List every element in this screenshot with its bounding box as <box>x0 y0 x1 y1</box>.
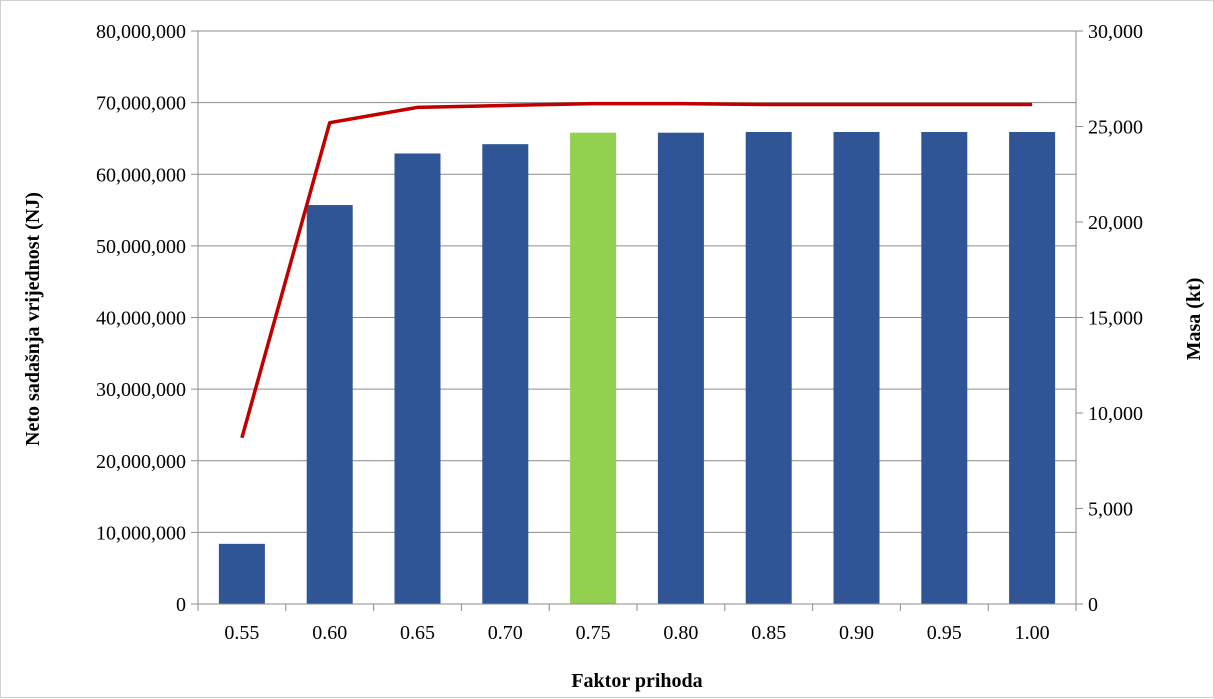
x-tick-label: 0.95 <box>927 622 962 644</box>
bar <box>219 544 265 604</box>
x-tick-label: 0.55 <box>224 622 259 644</box>
bar <box>921 132 967 604</box>
y2-tick-label: 20,000 <box>1088 212 1143 234</box>
y2-tick-label: 15,000 <box>1088 308 1143 330</box>
x-axis-ticks: 0.55 0.60 0.65 0.70 0.75 0.80 0.85 0.90 0.95 1.00 <box>224 622 1049 644</box>
x-tick-label: 0.60 <box>312 622 347 644</box>
y-tick-label: 50,000,000 <box>96 236 186 258</box>
bar <box>482 144 528 604</box>
line-path <box>242 104 1032 438</box>
bar <box>395 153 441 604</box>
x-tick-label: 0.80 <box>663 622 698 644</box>
y2-tick-label: 25,000 <box>1088 117 1143 139</box>
y-axis-title: Neto sadašnja vrijednost (NJ) <box>22 192 44 446</box>
y-tick-label: 70,000,000 <box>96 93 186 115</box>
bar <box>570 133 616 604</box>
y-tick-label: 30,000,000 <box>96 379 186 401</box>
line-series <box>242 103 1032 437</box>
y-tick-label: 10,000,000 <box>96 522 186 544</box>
x-tick-label: 0.70 <box>488 622 523 644</box>
x-tick-label: 0.65 <box>400 622 435 644</box>
bar <box>658 133 704 604</box>
x-tick-label: 0.85 <box>751 622 786 644</box>
y-tick-label: 0 <box>176 594 186 616</box>
x-tick-label: 0.75 <box>576 622 611 644</box>
bar-series <box>219 132 1055 604</box>
bar <box>307 205 353 604</box>
right-axis-ticks: 0 5,000 10,000 15,000 20,000 25,000 30,000 <box>1088 21 1143 616</box>
y2-tick-label: 0 <box>1088 594 1098 616</box>
y-tick-label: 20,000,000 <box>96 451 186 473</box>
x-axis-title: Faktor prihoda <box>571 670 702 692</box>
x-tick-label: 1.00 <box>1015 622 1050 644</box>
bar <box>834 132 880 604</box>
bar <box>1009 132 1055 604</box>
x-tick-label: 0.90 <box>839 622 874 644</box>
y2-tick-label: 10,000 <box>1088 403 1143 425</box>
y-tick-label: 80,000,000 <box>96 21 186 43</box>
y2-tick-label: 30,000 <box>1088 21 1143 43</box>
y2-axis-title: Masa (kt) <box>1183 278 1205 361</box>
y2-tick-label: 5,000 <box>1088 499 1133 521</box>
bar <box>746 132 792 604</box>
y-tick-label: 40,000,000 <box>96 308 186 330</box>
y-tick-label: 60,000,000 <box>96 164 186 186</box>
left-axis-ticks: 0 10,000,000 20,000,000 30,000,000 40,000,00… <box>96 21 186 616</box>
